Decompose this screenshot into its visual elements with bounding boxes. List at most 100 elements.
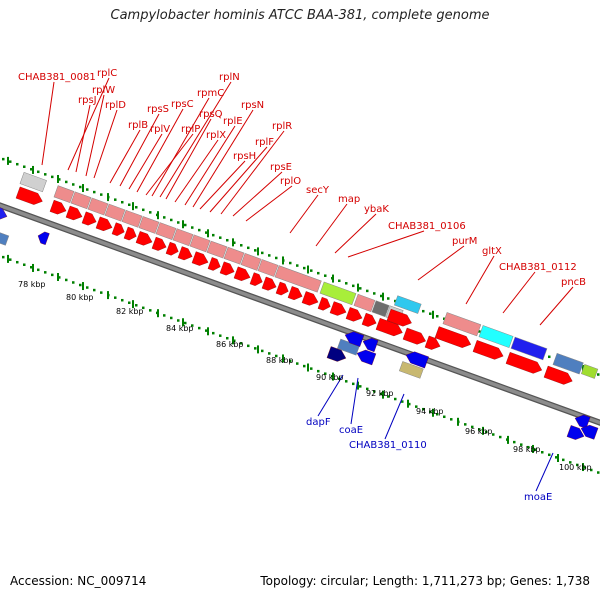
outer-tick-dot bbox=[443, 317, 446, 321]
inner-tick-dot bbox=[37, 268, 40, 272]
inner-tick-dot bbox=[394, 397, 397, 401]
label-leader-lines bbox=[41, 77, 574, 492]
kbp-label: 82 kbp bbox=[116, 307, 144, 316]
inner-tick-dot bbox=[359, 385, 362, 388]
inner-tick-dot bbox=[86, 286, 89, 289]
kbp-label: 80 kbp bbox=[66, 293, 94, 302]
kbp-label: 96 kbp bbox=[465, 427, 493, 436]
inner-tick-dot bbox=[135, 304, 138, 307]
outer-tick-dot bbox=[219, 236, 222, 239]
forward-leader-line bbox=[502, 271, 536, 314]
outer-tick-dot bbox=[177, 221, 180, 224]
inner-tick-dot bbox=[170, 316, 173, 320]
forward-leader-line bbox=[174, 139, 219, 203]
inner-tick-dot bbox=[44, 271, 47, 274]
gene-bars bbox=[0, 172, 599, 379]
forward-leader-line bbox=[85, 94, 105, 177]
forward-leader-line bbox=[119, 113, 160, 187]
inner-tick-dot bbox=[324, 372, 327, 375]
inner-tick-dot bbox=[310, 367, 313, 370]
gene-category-bar bbox=[70, 191, 92, 210]
gene-category-bar bbox=[257, 259, 279, 277]
outer-tick-dot bbox=[23, 165, 26, 168]
inner-tick-dot bbox=[233, 339, 236, 343]
forward-cds-arrow bbox=[402, 327, 426, 345]
gene-category-bar bbox=[552, 352, 584, 375]
gene-label-chab381_0112: CHAB381_0112 bbox=[499, 262, 577, 273]
inner-tick-dot bbox=[464, 423, 467, 426]
forward-cds-arrow bbox=[505, 352, 543, 374]
gene-category-bar bbox=[442, 312, 482, 337]
inner-tick-dot bbox=[205, 329, 208, 332]
inner-tick-dot bbox=[422, 407, 425, 411]
outer-tick-dot bbox=[268, 254, 271, 257]
forward-cds-arrow bbox=[301, 291, 319, 306]
forward-cds-arrow bbox=[65, 205, 83, 221]
inner-tick-dot bbox=[212, 331, 215, 335]
inner-tick-dot bbox=[485, 430, 488, 434]
inner-tick-dot bbox=[16, 260, 19, 264]
kbp-label: 84 kbp bbox=[166, 324, 194, 333]
gene-label-gltx: gltX bbox=[482, 246, 502, 257]
outer-tick-dot bbox=[275, 256, 278, 260]
forward-cds-arrow bbox=[375, 318, 403, 337]
gene-label-rpsh: rpsH bbox=[233, 151, 256, 162]
outer-tick-dot bbox=[191, 226, 194, 229]
gene-category-bar bbox=[274, 265, 322, 293]
gene-label-rplc: rplC bbox=[97, 68, 117, 79]
forward-cds-arrow bbox=[566, 425, 585, 440]
forward-leader-line bbox=[192, 109, 254, 208]
forward-cds-arrow bbox=[249, 272, 263, 286]
inner-tick-dot bbox=[345, 380, 348, 383]
outer-tick-dot bbox=[359, 287, 362, 290]
outer-tick-dot bbox=[429, 312, 432, 315]
inner-tick-dot bbox=[2, 255, 5, 259]
forward-leader-line bbox=[41, 81, 55, 166]
reverse-cds-arrow bbox=[362, 337, 379, 353]
gene-label-rpse: rpsE bbox=[270, 162, 292, 173]
gene-label-rplb: rplB bbox=[128, 120, 148, 131]
outer-tick-dot bbox=[478, 330, 481, 333]
forward-cds-arrow bbox=[329, 301, 347, 316]
outer-tick-dot bbox=[352, 284, 355, 288]
forward-cds-arrow bbox=[95, 216, 113, 232]
inner-tick-dot bbox=[520, 443, 523, 446]
outer-tick-dot bbox=[65, 180, 68, 184]
forward-cds-arrow bbox=[424, 335, 441, 350]
inner-tick-dot bbox=[401, 400, 404, 403]
outer-tick-dot bbox=[2, 157, 5, 161]
forward-leader-line bbox=[209, 146, 268, 213]
reverse-leader-line bbox=[350, 377, 359, 425]
inner-tick-dot bbox=[380, 392, 383, 396]
forward-leader-line bbox=[136, 108, 184, 193]
inner-tick-dot bbox=[128, 301, 131, 304]
gene-label-rpsn: rpsN bbox=[241, 100, 264, 111]
gene-category-bar bbox=[580, 364, 599, 379]
gene-category-bar bbox=[478, 325, 514, 348]
outer-tick-dot bbox=[170, 218, 173, 222]
reverse-leader-line bbox=[535, 452, 554, 492]
forward-cds-arrow bbox=[111, 222, 125, 236]
gene-category-bar bbox=[206, 240, 228, 259]
gene-category-bar bbox=[371, 300, 390, 318]
inner-tick-dot bbox=[541, 451, 544, 454]
inner-tick-dot bbox=[387, 395, 390, 398]
inner-tick-dot bbox=[191, 324, 194, 327]
inner-tick-dot bbox=[100, 291, 103, 294]
inner-tick-dot bbox=[65, 278, 68, 282]
gene-label-chab381_0106: CHAB381_0106 bbox=[388, 221, 466, 232]
kbp-label: 98 kbp bbox=[513, 445, 541, 454]
inner-tick-dot bbox=[226, 336, 229, 340]
outer-tick-dot bbox=[93, 190, 96, 194]
forward-cds-arrow bbox=[177, 246, 193, 261]
outer-tick-dot bbox=[9, 160, 12, 163]
outer-tick-dot bbox=[135, 206, 138, 209]
gene-category-bar bbox=[172, 228, 194, 247]
forward-cds-arrow bbox=[386, 308, 412, 327]
reverse-cds-arrow bbox=[356, 349, 377, 366]
gene-label-rplv: rplV bbox=[150, 124, 170, 135]
kbp-label: 90 kbp bbox=[316, 373, 344, 382]
gene-label-coae: coaE bbox=[339, 425, 363, 436]
outer-tick-dot bbox=[121, 200, 124, 204]
gene-label-chab381_0110: CHAB381_0110 bbox=[349, 440, 427, 451]
